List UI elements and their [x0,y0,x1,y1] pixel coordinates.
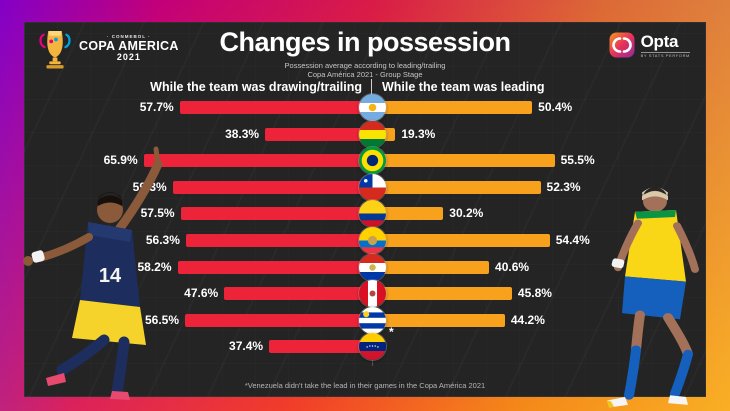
flag-paraguay [358,253,386,281]
chart-row-colombia: 57.5% 30.2% [24,200,706,228]
trailing-value-label: 58.2% [137,259,172,274]
trailing-value-label: 56.3% [145,233,180,247]
trailing-bar [269,340,372,354]
column-header-trailing: While the team was drawing/trailing [150,80,362,94]
copa-trophy-icon [39,30,71,69]
flag-icon-4 [358,200,386,228]
chart-row-argentina: 57.7% 50.4% [24,94,706,121]
trailing-value-label: 57.7% [139,100,174,114]
asterisk-note: * [389,325,394,340]
copa-title-label: COPA AMERICA [79,39,179,54]
page-title: Changes in possession [219,27,511,57]
flag-icon-6 [358,253,386,281]
chart-subtitle-line2: Copa América 2021 - Group Stage [307,70,423,79]
leading-bar [372,101,533,114]
chart-row-peru: 47.6% 45.8% [24,280,706,308]
leading-bar [372,260,490,274]
chart-row-bolivia: 38.3% 19.3% [24,120,706,148]
leading-bar [372,207,444,221]
flag-icon-2 [358,147,386,175]
leading-value-label: 55.5% [560,153,595,168]
trailing-bar [265,127,372,141]
leading-bar [372,287,512,301]
flag-ecuador [358,227,386,254]
trailing-bar [185,313,372,327]
trailing-bar [224,287,372,301]
chart-row-paraguay: 58.2% 40.6% [24,253,706,281]
trailing-bar [179,101,372,114]
leading-value-label: 44.2% [510,312,545,327]
trailing-bar [185,234,372,247]
column-header-leading: While the team was leading [382,80,545,94]
trailing-bar [177,260,372,274]
flag-icon-0 [358,94,386,121]
trailing-bar [180,207,372,221]
chart-subtitle-line1: Possession average according to leading/… [284,61,446,70]
flag-icon-5 [358,227,386,254]
flag-venezuela [358,333,386,361]
leading-bar [372,313,505,327]
chart-row-brazil: 65.9% 55.5% [24,147,706,175]
flag-icon-7 [358,280,386,308]
flag-peru [358,280,386,308]
flag-chile [358,173,386,201]
copa-conmebol-label: · CONMEBOL · [107,34,151,40]
opta-icon [609,32,635,58]
opta-logo: Opta BY STATS PERFORM [609,32,690,58]
leading-bar [372,180,541,194]
leading-bar [372,154,555,168]
trailing-value-label: 65.9% [103,153,138,168]
chart-rows: 57.7% 50.4% 38.3% 19.3% 65.9% 55.5% 59.3% 52… [24,22,706,397]
trailing-value-label: 57.5% [140,206,175,221]
leading-value-label: 19.3% [401,126,436,141]
opta-tagline-label: BY STATS PERFORM [640,51,690,58]
leading-value-label: 45.8% [517,286,552,301]
trailing-value-label: 37.4% [229,339,264,354]
leading-value-label: 52.3% [546,179,581,194]
flag-uruguay [358,306,386,334]
chart-row-uruguay: 56.5% 44.2% [24,306,706,334]
leading-value-label: 40.6% [495,259,530,274]
copa-america-logo: · CONMEBOL · COPA AMERICA 2021 [36,27,179,71]
flag-icon-9 [358,333,386,361]
leading-value-label: 30.2% [449,206,484,221]
leading-value-label: 50.4% [538,100,573,114]
trailing-bar [143,154,372,168]
chart-row-ecuador: 56.3% 54.4% [24,227,706,254]
flag-brazil [358,147,386,175]
flag-colombia [358,200,386,228]
flag-argentina [358,94,386,121]
header-divider [371,79,372,95]
chart-row-venezuela: 37.4% * [24,325,706,361]
trailing-value-label: 59.3% [132,179,167,194]
trailing-bar [172,180,372,194]
flag-bolivia [358,120,386,148]
trailing-value-label: 38.3% [225,126,260,141]
copa-year-label: 2021 [116,52,141,63]
flag-icon-3 [358,173,386,201]
flag-icon-1 [358,120,386,148]
chart-row-chile: 59.3% 52.3% [24,173,706,201]
leading-bar [372,234,550,247]
leading-value-label: 54.4% [555,233,590,247]
trailing-value-label: 47.6% [184,286,219,301]
trailing-value-label: 56.5% [144,312,179,327]
footnote: *Venezuela didn't take the lead in their… [244,381,486,390]
opta-name-label: Opta [640,31,679,51]
flag-icon-8 [358,306,386,334]
chart-panel: · CONMEBOL · COPA AMERICA 2021 Opta BY S… [24,22,706,397]
